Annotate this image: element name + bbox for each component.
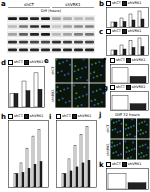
svg-text:shCT: shCT: [51, 65, 55, 74]
svg-text:shCT: shCT: [24, 2, 34, 7]
svg-text:shCT: shCT: [106, 123, 110, 132]
html-text:g: g: [103, 84, 108, 92]
html-text:shCT: shCT: [112, 1, 121, 6]
html-text:j: j: [99, 111, 102, 119]
html-text:a: a: [1, 0, 6, 8]
svg-text:Diff (hours): Diff (hours): [41, 9, 62, 13]
html-text:shCT: shCT: [112, 162, 121, 167]
html-text:shVRK1: shVRK1: [127, 29, 142, 34]
html-text:b: b: [99, 0, 104, 8]
html-text:shVRK1: shVRK1: [131, 58, 146, 63]
html-text:f: f: [103, 57, 106, 65]
html-text:shCT: shCT: [14, 114, 23, 119]
html-text:shVRK1: shVRK1: [127, 162, 142, 167]
html-text:shCT: shCT: [14, 60, 23, 65]
html-text:shVRK1: shVRK1: [29, 114, 44, 119]
svg-text:shVRK1: shVRK1: [106, 143, 110, 156]
html-text:shVRK1: shVRK1: [29, 60, 44, 65]
html-text:shCT: shCT: [116, 58, 125, 63]
html-text:shVRK1: shVRK1: [131, 85, 146, 90]
html-text:shCT: shCT: [116, 85, 125, 90]
html-text:i: i: [49, 113, 52, 121]
svg-text:shVRK1: shVRK1: [65, 2, 81, 7]
html-text:shCT: shCT: [62, 114, 71, 119]
svg-text:shVRK1: shVRK1: [51, 89, 55, 102]
svg-text:Diff 72 hours: Diff 72 hours: [115, 112, 140, 117]
html-text:d: d: [1, 59, 6, 67]
html-text:k: k: [99, 161, 104, 169]
html-text:e: e: [44, 57, 49, 65]
html-text:shVRK1: shVRK1: [127, 1, 142, 6]
html-text:shCT: shCT: [112, 29, 121, 34]
html-text:h: h: [1, 113, 6, 121]
html-text:shVRK1: shVRK1: [77, 114, 92, 119]
html-text:c: c: [99, 28, 104, 36]
